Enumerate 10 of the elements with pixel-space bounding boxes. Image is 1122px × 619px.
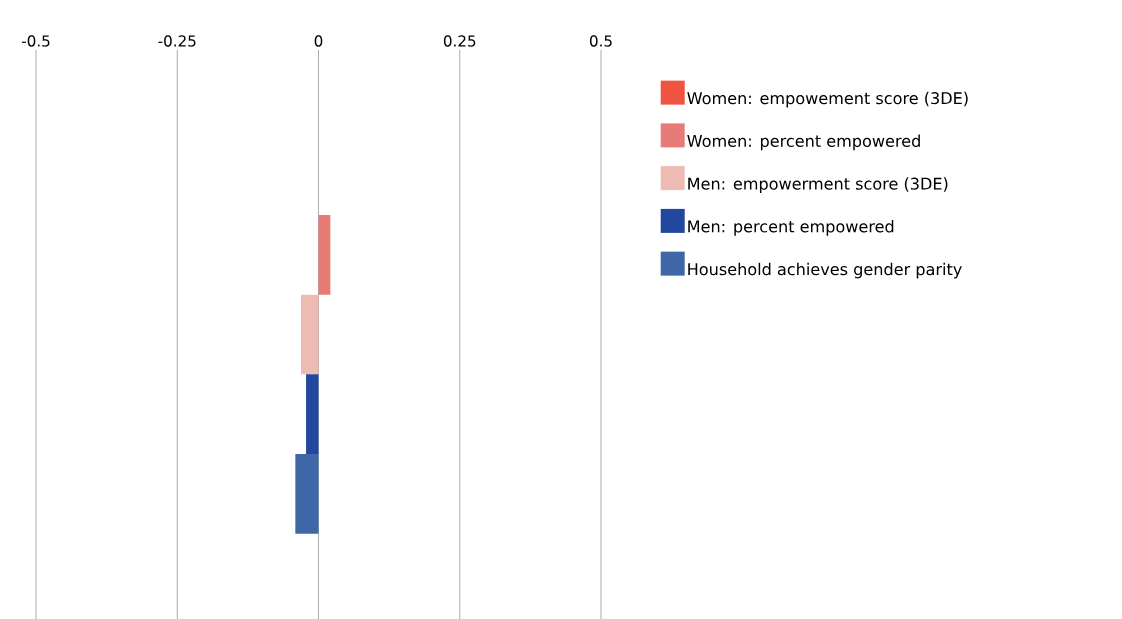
x-tick-label: 0.5: [589, 35, 612, 47]
legend-label: Women: empowement score (3DE): [687, 91, 968, 108]
x-tick-label: -0.5: [21, 35, 50, 47]
x-tick-label: -0.25: [158, 35, 196, 47]
legend-label: Household achieves gender parity: [688, 262, 962, 279]
legend-label: Men: percent empowered: [688, 220, 894, 236]
x-tick-label: 0.25: [443, 35, 476, 47]
legend-label: Men: empowerment score (3DE): [688, 177, 948, 193]
legend-label: Women: percent empowered: [687, 134, 920, 151]
x-tick-label: 0: [314, 35, 323, 47]
